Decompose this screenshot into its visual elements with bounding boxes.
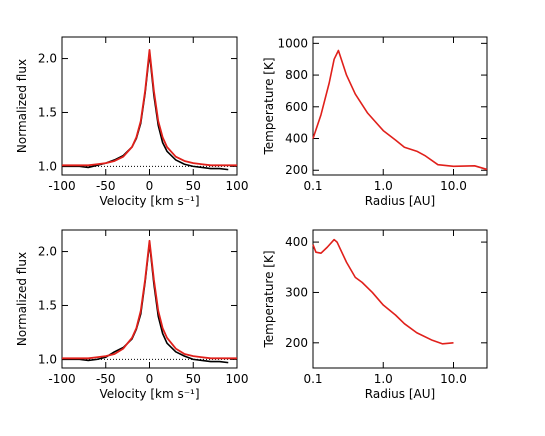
data-line <box>312 238 454 345</box>
plot-frame <box>312 229 488 369</box>
data-line <box>312 49 488 171</box>
y-tick-label: 1.0 <box>38 352 57 366</box>
y-tick-label: 600 <box>285 100 308 114</box>
x-axis-label: Velocity [km s⁻¹] <box>99 194 199 208</box>
y-tick-label: 400 <box>285 132 308 146</box>
y-tick-label: 800 <box>285 68 308 82</box>
x-tick-label: 0 <box>146 372 154 386</box>
x-tick-label: 0.1 <box>303 372 322 386</box>
x-tick-label: 1.0 <box>374 179 393 193</box>
x-tick-label: 100 <box>226 372 249 386</box>
data-line <box>62 52 229 171</box>
x-tick-label: 50 <box>186 372 201 386</box>
y-tick-label: 200 <box>285 163 308 177</box>
x-tick-label: 0.1 <box>303 179 322 193</box>
y-tick-label: 2.0 <box>38 245 57 259</box>
y-axis-label: Normalized flux <box>15 252 29 346</box>
x-tick-label: -50 <box>96 372 116 386</box>
x-axis-label: Radius [AU] <box>365 387 435 401</box>
y-tick-label: 1.5 <box>38 105 57 119</box>
y-tick-label: 1.5 <box>38 298 57 312</box>
x-tick-label: -100 <box>48 179 75 193</box>
x-tick-label: 10.0 <box>440 372 467 386</box>
x-axis-label: Radius [AU] <box>365 194 435 208</box>
x-tick-label: 10.0 <box>440 179 467 193</box>
y-axis-label: Temperature [K] <box>262 57 276 155</box>
x-tick-label: -100 <box>48 372 75 386</box>
y-tick-label: 400 <box>285 235 308 249</box>
y-tick-label: 1000 <box>277 36 308 50</box>
plot-frame <box>312 36 488 176</box>
x-tick-label: 1.0 <box>374 372 393 386</box>
plot-frame <box>61 229 238 369</box>
x-axis-label: Velocity [km s⁻¹] <box>99 387 199 401</box>
y-tick-label: 2.0 <box>38 52 57 66</box>
y-tick-label: 300 <box>285 285 308 299</box>
y-tick-label: 1.0 <box>38 159 57 173</box>
x-tick-label: 100 <box>226 179 249 193</box>
y-tick-label: 200 <box>285 336 308 350</box>
data-line <box>62 239 237 360</box>
data-line <box>62 242 229 364</box>
x-tick-label: 0 <box>146 179 154 193</box>
x-tick-label: 50 <box>186 179 201 193</box>
y-axis-label: Temperature [K] <box>262 250 276 348</box>
x-tick-label: -50 <box>96 179 116 193</box>
y-axis-label: Normalized flux <box>15 59 29 153</box>
data-line <box>62 49 237 167</box>
